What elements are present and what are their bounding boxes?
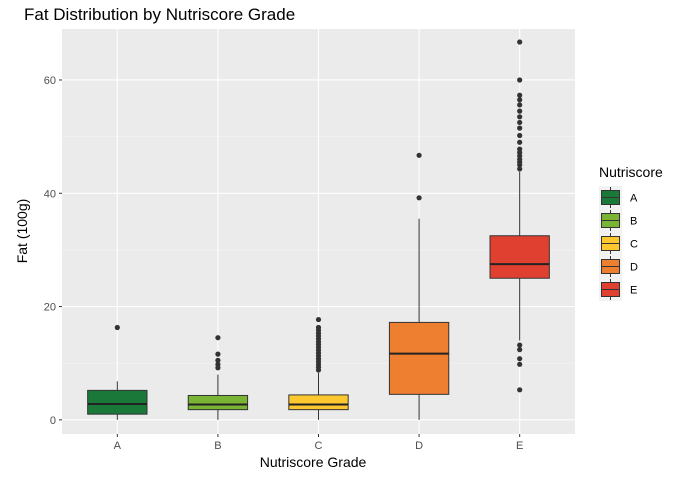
outlier-point bbox=[517, 125, 523, 131]
outlier-point bbox=[517, 39, 523, 45]
legend-item-c: C bbox=[599, 232, 638, 255]
legend-label: B bbox=[630, 216, 637, 228]
outlier-point bbox=[315, 316, 322, 323]
outlier-point bbox=[215, 351, 221, 357]
outlier-point bbox=[517, 114, 523, 120]
outlier-point bbox=[517, 139, 523, 145]
outlier-point bbox=[517, 356, 523, 362]
box-c bbox=[288, 316, 349, 420]
outlier-point bbox=[517, 77, 523, 83]
x-tick-label: E bbox=[516, 440, 523, 452]
iqr-box bbox=[288, 394, 349, 411]
legend-item-d: D bbox=[599, 255, 638, 278]
outlier-point bbox=[517, 119, 523, 126]
legend-item-a: A bbox=[599, 186, 638, 209]
x-tick-label: A bbox=[114, 440, 122, 452]
box-e bbox=[489, 39, 550, 393]
outlier-point bbox=[517, 347, 523, 353]
legend-label: C bbox=[630, 239, 638, 251]
legend-title: Nutriscore bbox=[599, 164, 663, 180]
y-tick-label: 20 bbox=[44, 302, 56, 314]
box-b bbox=[187, 335, 249, 420]
outlier-point bbox=[114, 324, 120, 331]
outlier-point bbox=[517, 361, 523, 367]
outlier-point bbox=[215, 357, 221, 363]
chart-title: Fat Distribution by Nutriscore Grade bbox=[24, 5, 295, 24]
outlier-point bbox=[416, 152, 422, 158]
outlier-point bbox=[517, 92, 523, 98]
iqr-box bbox=[388, 321, 450, 395]
outlier-point bbox=[517, 342, 523, 348]
outlier-point bbox=[215, 335, 221, 341]
iqr-box bbox=[87, 389, 148, 415]
boxes bbox=[87, 39, 550, 420]
outlier-point bbox=[517, 108, 523, 114]
outlier-point bbox=[517, 102, 523, 108]
outlier-point bbox=[517, 166, 523, 172]
x-tick-label: D bbox=[415, 440, 423, 452]
legend-label: D bbox=[630, 262, 638, 274]
y-tick-label: 40 bbox=[44, 188, 56, 200]
outlier-point bbox=[517, 146, 523, 152]
legend-label: E bbox=[630, 285, 637, 297]
legend-label: A bbox=[630, 193, 638, 205]
outlier-point bbox=[517, 387, 523, 393]
x-tick-label: B bbox=[214, 440, 221, 452]
iqr-box bbox=[187, 394, 249, 411]
outlier-point bbox=[315, 324, 322, 331]
y-tick-label: 60 bbox=[44, 75, 56, 87]
box-a bbox=[87, 324, 148, 420]
x-tick-label: C bbox=[315, 440, 323, 452]
outlier-point bbox=[215, 361, 221, 367]
y-tick-label: 0 bbox=[50, 415, 56, 427]
y-axis-title: Fat (100g) bbox=[14, 199, 30, 264]
legend-item-e: E bbox=[599, 278, 637, 301]
outlier-point bbox=[416, 195, 422, 201]
outlier-point bbox=[517, 97, 523, 103]
iqr-box bbox=[489, 235, 550, 279]
outlier-point bbox=[517, 132, 523, 139]
box-d bbox=[388, 152, 450, 420]
x-axis-title: Nutriscore Grade bbox=[260, 454, 367, 470]
x-axis: A B C D E bbox=[114, 434, 523, 452]
legend-item-b: B bbox=[599, 209, 637, 232]
y-axis: 0 20 40 60 bbox=[44, 75, 62, 427]
